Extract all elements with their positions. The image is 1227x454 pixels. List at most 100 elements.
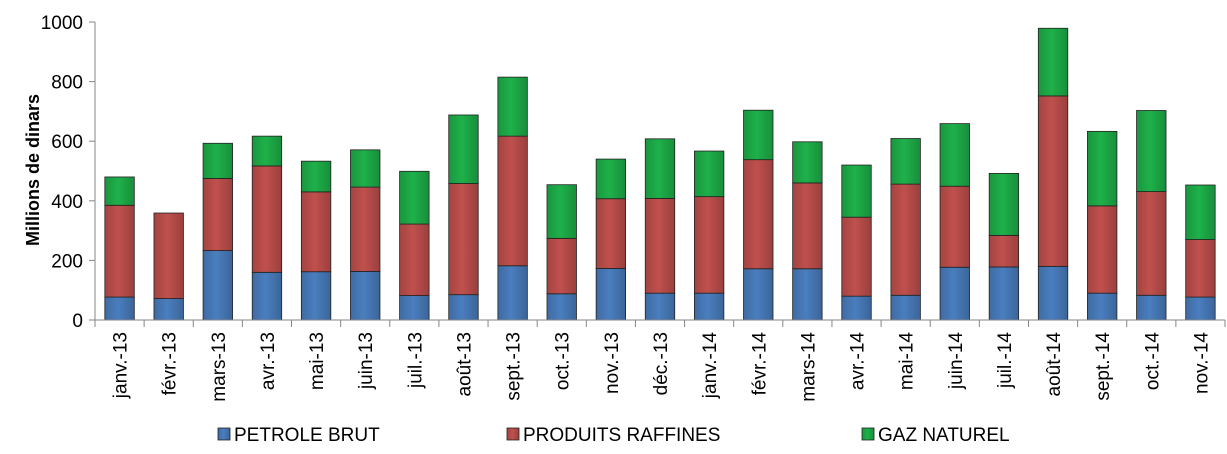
y-axis-ticks: 0 200 400 600 800 1000 [41,13,83,332]
x-tick-label: mars-13 [209,332,230,402]
bar-segment [693,150,725,198]
bar-segment [644,138,676,199]
bar-segment [350,149,381,188]
bar-segment [399,170,430,225]
bar-segment [300,191,332,273]
bar-segment [104,296,135,321]
x-tick-label: août-13 [454,332,475,396]
axes [89,21,1226,327]
y-tick-label: 400 [51,192,83,213]
x-tick-label: oct.-13 [553,332,574,390]
bar-segment [693,196,725,294]
bar-segment [546,184,577,239]
bar-segment [792,141,823,184]
x-tick-label: avr.-14 [848,332,869,391]
x-tick-label: mai-13 [307,332,328,390]
bar-segment [743,109,774,161]
x-tick-label: juil.-14 [995,332,1016,389]
y-tick-label: 200 [51,251,83,272]
bar-segment [153,298,184,321]
bar-segment [988,234,1020,268]
y-tick-label: 1000 [41,13,83,34]
y-tick-label: 600 [51,132,83,153]
y-tick-label: 800 [51,73,83,94]
bar-segment [448,183,479,296]
bar-segment [939,123,970,187]
bars [104,27,1216,321]
bar-segment [743,159,774,270]
bar-segment [1087,292,1118,321]
bar-segment [1136,294,1167,321]
x-tick-label: nov.-13 [602,332,623,394]
x-tick-label: juin-13 [356,332,377,390]
bar-segment [202,250,233,321]
bar-segment [1037,27,1069,97]
bar-segment [497,265,528,321]
x-tick-label: avr.-13 [258,332,279,390]
bar-segment [350,186,381,272]
bar-segment [890,138,921,185]
bar-segment [1087,205,1118,294]
bar-segment [644,292,676,321]
x-tick-label: juin-14 [946,332,967,390]
bar-segment [300,271,332,321]
legend-label: PETROLE BRUT [234,425,380,446]
bar-segment [399,223,430,296]
bar-segment [595,158,627,200]
bar-segment [1185,239,1216,298]
y-axis-title: Millions de dinars [23,94,43,246]
bar-segment [988,266,1020,321]
bar-segment [202,142,233,179]
x-tick-label: janv.-14 [700,332,721,400]
bar-segment [792,268,823,321]
x-tick-label: sept.-13 [504,332,525,401]
bar-segment [104,176,135,206]
legend-label: PRODUITS RAFFINES [523,425,720,446]
bar-segment [1087,130,1118,207]
x-tick-label: févr.-13 [160,332,181,395]
bar-segment [743,268,774,321]
bar-segment [1185,184,1216,240]
x-tick-label: juil.-13 [405,332,426,389]
bar-segment [841,164,872,218]
x-tick-label: oct.-14 [1142,332,1163,391]
legend: PETROLE BRUT PRODUITS RAFFINES GAZ NATUREL [217,425,1010,446]
legend-swatch [506,427,520,441]
x-tick-label: août-14 [1044,332,1065,397]
x-tick-label: sept.-14 [1093,332,1114,401]
bar-segment [251,165,283,273]
bar-segment [841,295,872,321]
legend-swatch [217,427,231,441]
legend-swatch [861,427,875,441]
bar-segment [1136,191,1167,296]
bar-segment [104,204,135,298]
bar-segment [497,135,528,267]
bar-segment [939,185,970,268]
bar-segment [202,178,233,251]
bar-segment [595,198,627,269]
bar-segment [644,198,676,294]
bar-segment [595,268,627,321]
bar-segment [350,271,381,321]
legend-label: GAZ NATUREL [878,425,1010,446]
bar-segment [1185,296,1216,321]
y-axis-title-group: Millions de dinars [23,94,43,246]
bar-segment [890,183,921,296]
bar-segment [251,135,283,167]
bar-segment [251,271,283,321]
bar-segment [300,160,332,193]
x-tick-label: nov.-14 [1191,332,1212,394]
x-tick-label: déc.-13 [651,332,672,395]
bar-segment [448,114,479,184]
y-tick-label: 0 [72,311,83,332]
bar-segment [792,182,823,270]
bar-segment [693,292,725,321]
bar-segment [497,76,528,137]
x-tick-label: janv.-13 [111,332,132,399]
bar-segment [939,266,970,321]
bar-segment [841,216,872,297]
x-tick-label: mai-14 [897,332,918,391]
bar-segment [890,294,921,321]
x-tick-label: févr.-14 [749,332,770,396]
